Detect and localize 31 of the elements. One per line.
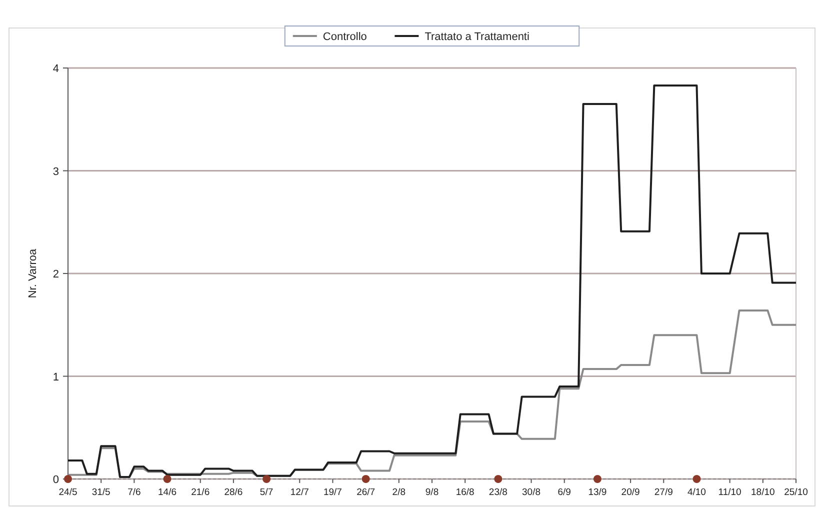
x-tick-label: 23/8: [488, 487, 508, 498]
y-tick-label: 1: [52, 371, 59, 384]
y-tick-label: 0: [52, 474, 59, 486]
x-tick-label: 9/8: [425, 487, 439, 498]
x-tick-label: 5/7: [260, 487, 274, 498]
x-tick-label: 4/10: [687, 487, 706, 498]
legend-label: Trattato a Trattamenti: [424, 31, 530, 43]
x-tick-label: 6/9: [558, 487, 571, 498]
x-tick-label: 16/8: [456, 487, 474, 498]
x-tick-label: 7/6: [128, 487, 141, 498]
x-tick-label: 11/10: [718, 487, 742, 498]
x-tick-label: 31/5: [92, 487, 110, 498]
y-axis-title: Nr. Varroa: [27, 248, 39, 298]
x-tick-label: 18/10: [751, 487, 775, 498]
y-tick-label: 3: [52, 166, 59, 178]
x-tick-label: 25/10: [784, 487, 808, 498]
y-tick-label: 2: [52, 268, 59, 280]
x-tick-label: 13/9: [588, 487, 607, 498]
legend-label: Controllo: [322, 31, 367, 43]
x-tick-label: 24/5: [58, 487, 78, 498]
x-tick-label: 14/6: [158, 487, 177, 498]
x-tick-label: 21/6: [191, 487, 210, 498]
x-tick-label: 2/8: [392, 487, 406, 498]
x-tick-label: 20/9: [621, 487, 640, 498]
x-tick-label: 12/7: [290, 487, 309, 498]
x-tick-label: 28/6: [224, 487, 243, 498]
x-tick-label: 19/7: [323, 487, 342, 498]
x-tick-label: 27/9: [654, 487, 673, 498]
x-tick-label: 30/8: [522, 487, 541, 498]
y-tick-label: 4: [52, 63, 59, 75]
x-tick-label: 26/7: [356, 487, 376, 498]
